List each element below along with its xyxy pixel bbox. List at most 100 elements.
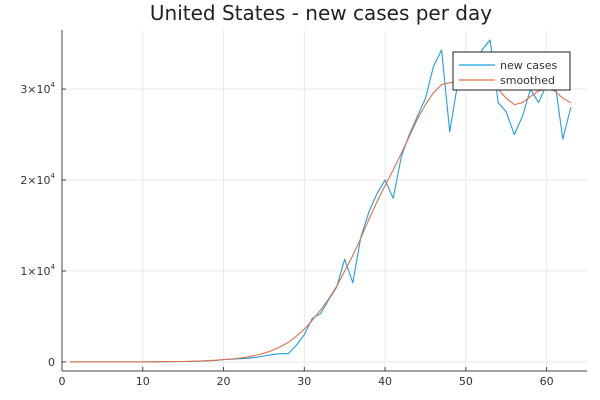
data-point-smoothed bbox=[279, 346, 282, 349]
series-points-smoothed bbox=[69, 79, 572, 364]
data-point-smoothed bbox=[368, 218, 371, 221]
data-point-new-cases bbox=[368, 211, 371, 214]
data-point-smoothed bbox=[392, 169, 395, 172]
data-point-new-cases bbox=[319, 312, 322, 315]
data-point-new-cases bbox=[279, 352, 282, 355]
data-point-smoothed bbox=[384, 184, 387, 187]
data-point-new-cases bbox=[561, 138, 564, 141]
data-point-new-cases bbox=[513, 133, 516, 136]
data-point-new-cases bbox=[303, 333, 306, 336]
data-point-smoothed bbox=[117, 361, 120, 364]
data-point-smoothed bbox=[101, 361, 104, 364]
data-point-smoothed bbox=[513, 103, 516, 106]
data-point-smoothed bbox=[206, 359, 209, 362]
y-tick-exponent: 4 bbox=[51, 172, 56, 180]
y-tick-exponent: 4 bbox=[51, 263, 56, 271]
data-point-new-cases bbox=[569, 106, 572, 109]
y-tick-label: 2×104 bbox=[20, 172, 55, 187]
legend-label-smoothed: smoothed bbox=[500, 74, 555, 87]
data-point-smoothed bbox=[166, 360, 169, 363]
data-point-smoothed bbox=[125, 361, 128, 364]
data-point-new-cases bbox=[505, 110, 508, 113]
y-tick-mantissa: 3×10 bbox=[20, 83, 50, 96]
data-point-new-cases bbox=[521, 115, 524, 118]
data-point-smoothed bbox=[408, 135, 411, 138]
data-point-smoothed bbox=[214, 359, 217, 362]
data-point-smoothed bbox=[400, 152, 403, 155]
data-point-new-cases bbox=[432, 65, 435, 68]
data-point-smoothed bbox=[416, 118, 419, 121]
y-tick-mantissa: 2×10 bbox=[20, 174, 50, 187]
data-point-smoothed bbox=[198, 360, 201, 363]
data-point-smoothed bbox=[327, 298, 330, 301]
data-point-smoothed bbox=[287, 341, 290, 344]
data-point-smoothed bbox=[93, 361, 96, 364]
x-tick-label: 50 bbox=[459, 375, 473, 388]
data-point-smoothed bbox=[109, 361, 112, 364]
data-point-new-cases bbox=[343, 258, 346, 261]
data-point-smoothed bbox=[440, 83, 443, 86]
y-tick-mantissa: 1×10 bbox=[20, 265, 50, 278]
legend-label-new-cases: new cases bbox=[500, 59, 558, 72]
data-point-new-cases bbox=[489, 39, 492, 42]
x-tick-label: 20 bbox=[217, 375, 231, 388]
data-point-smoothed bbox=[569, 101, 572, 104]
data-point-smoothed bbox=[521, 101, 524, 104]
data-point-smoothed bbox=[222, 358, 225, 361]
data-point-smoothed bbox=[190, 360, 193, 363]
data-point-new-cases bbox=[424, 97, 427, 100]
y-tick-mantissa: 0 bbox=[48, 356, 55, 369]
data-point-smoothed bbox=[505, 97, 508, 100]
data-point-smoothed bbox=[271, 349, 274, 352]
legend: new cases smoothed bbox=[452, 51, 571, 91]
data-point-smoothed bbox=[141, 361, 144, 364]
data-point-new-cases bbox=[440, 49, 443, 52]
data-point-smoothed bbox=[230, 358, 233, 361]
data-point-new-cases bbox=[392, 197, 395, 200]
x-tick-label: 40 bbox=[378, 375, 392, 388]
data-point-new-cases bbox=[263, 355, 266, 358]
data-point-smoothed bbox=[343, 270, 346, 273]
data-point-smoothed bbox=[303, 328, 306, 331]
data-point-smoothed bbox=[448, 81, 451, 84]
data-point-new-cases bbox=[448, 130, 451, 133]
data-point-smoothed bbox=[238, 357, 241, 360]
y-tick-exponent: 4 bbox=[51, 81, 56, 89]
data-point-smoothed bbox=[182, 360, 185, 363]
y-tick-label: 0 bbox=[48, 356, 55, 369]
data-point-smoothed bbox=[359, 237, 362, 240]
series-line-smoothed bbox=[70, 79, 572, 363]
data-point-new-cases bbox=[497, 101, 500, 104]
data-point-smoothed bbox=[254, 354, 257, 357]
data-point-smoothed bbox=[133, 361, 136, 364]
data-point-new-cases bbox=[481, 49, 484, 52]
data-point-smoothed bbox=[263, 352, 266, 355]
data-point-new-cases bbox=[384, 179, 387, 182]
data-point-smoothed bbox=[561, 97, 564, 100]
y-tick-label: 1×104 bbox=[20, 263, 55, 278]
data-point-smoothed bbox=[351, 254, 354, 257]
x-tick-label: 30 bbox=[297, 375, 311, 388]
chart-title: United States - new cases per day bbox=[150, 1, 492, 25]
data-point-smoothed bbox=[311, 319, 314, 322]
data-point-new-cases bbox=[351, 281, 354, 284]
data-point-smoothed bbox=[335, 285, 338, 288]
data-point-smoothed bbox=[69, 361, 72, 364]
x-tick-labels: 0 10 20 30 40 50 60 bbox=[59, 367, 554, 388]
x-tick-label: 0 bbox=[59, 375, 66, 388]
y-tick-label: 3×104 bbox=[20, 81, 55, 96]
data-point-smoothed bbox=[529, 95, 532, 98]
axes bbox=[61, 30, 587, 372]
data-point-new-cases bbox=[295, 344, 298, 347]
data-point-new-cases bbox=[271, 353, 274, 356]
data-point-smoothed bbox=[432, 91, 435, 94]
data-point-smoothed bbox=[376, 201, 379, 204]
data-point-new-cases bbox=[287, 352, 290, 355]
data-point-new-cases bbox=[376, 192, 379, 195]
data-point-smoothed bbox=[158, 360, 161, 363]
data-point-smoothed bbox=[319, 309, 322, 312]
x-tick-label: 10 bbox=[136, 375, 150, 388]
data-point-smoothed bbox=[424, 103, 427, 106]
